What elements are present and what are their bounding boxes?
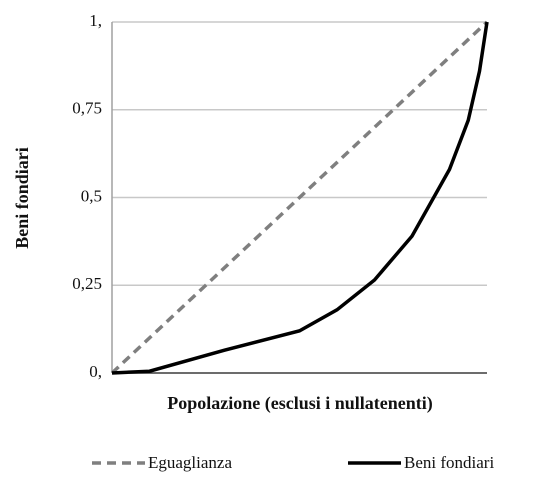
y-tick-label: 0,75 [72, 99, 102, 118]
y-tick-label: 0,5 [81, 186, 102, 205]
line [111, 21, 489, 375]
y-tick-label: 0, [89, 362, 102, 381]
line [110, 20, 489, 375]
legend-label: Eguaglianza [148, 453, 232, 472]
y-axis-label: Beni fondiari [12, 147, 32, 249]
x-axis-label: Popolazione (esclusi i nullatenenti) [167, 393, 433, 414]
y-tick-label: 0,25 [72, 274, 102, 293]
legend-label: Beni fondiari [404, 453, 494, 472]
y-tick-label: 1, [89, 11, 102, 30]
